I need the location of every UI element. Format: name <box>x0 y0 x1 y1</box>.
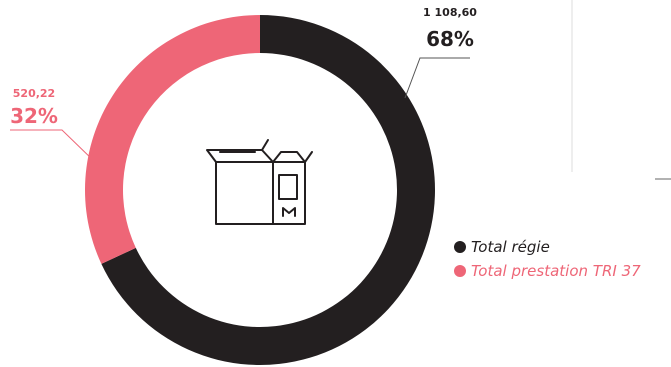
data-label-percent-prestation: 32% <box>10 104 58 128</box>
data-label-percent-regie: 68% <box>426 27 474 51</box>
leader-line-regie <box>404 57 470 99</box>
data-label-value-prestation: 520,22 <box>13 87 55 100</box>
donut-slice-prestation <box>85 15 261 264</box>
data-label-value-regie: 1 108,60 <box>423 6 477 19</box>
legend: Total régie Total prestation TRI 37 <box>454 238 641 280</box>
donut-slices <box>85 15 435 366</box>
legend-label-regie: Total régie <box>471 238 550 256</box>
legend-marker-prestation <box>454 265 466 277</box>
leader-line-prestation <box>10 129 96 163</box>
legend-marker-regie <box>454 241 466 253</box>
legend-label-prestation: Total prestation TRI 37 <box>471 262 641 280</box>
box-package-icon <box>206 139 313 225</box>
